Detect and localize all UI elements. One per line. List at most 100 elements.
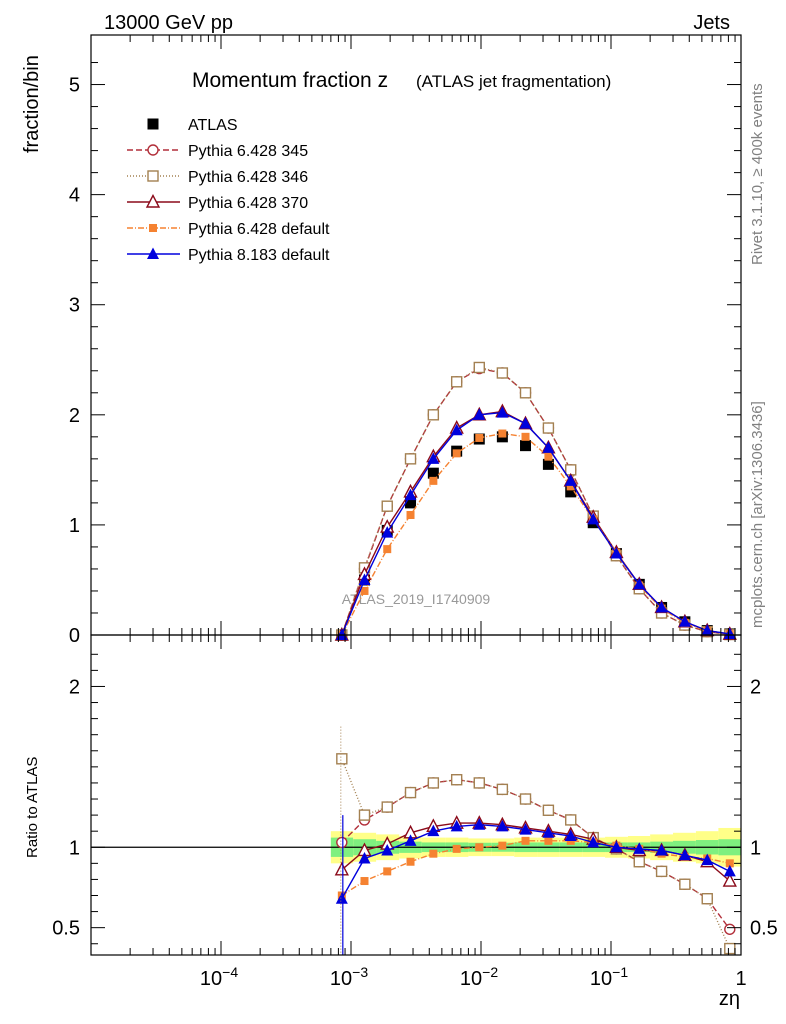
x-tick-label: 10−3 [330, 964, 368, 990]
data-point-py8 [519, 417, 532, 429]
analysis-watermark: ATLAS_2019_I1740909 [342, 591, 491, 607]
ratio-point-py8 [678, 848, 691, 861]
ratio-point-py8 [542, 826, 555, 838]
ratio-point-py8 [587, 835, 600, 848]
legend-label: Pythia 6.428 345 [188, 143, 308, 160]
ratio-point-py346 [381, 801, 393, 813]
legend-marker [147, 170, 159, 182]
legend-marker [147, 247, 159, 259]
ratio-point-py8 [473, 818, 486, 830]
ratio-point-py8 [723, 864, 736, 877]
legend-label: Pythia 6.428 370 [188, 195, 308, 212]
ratio-point-pydef [544, 836, 553, 845]
data-point-py346 [381, 500, 393, 512]
ratio-point-py8 [564, 829, 577, 842]
data-point-pydef [452, 449, 461, 458]
data-point-pydef [544, 452, 553, 461]
x-tick-label: 10−1 [590, 964, 628, 990]
ratio-point-py346 [404, 786, 417, 799]
ratio-point-py370 [334, 861, 349, 876]
data-point-py8 [404, 488, 417, 501]
source-label: mcplots.cern.ch [arXiv:1306.3436] [749, 401, 766, 628]
ratio-point-py8 [358, 852, 371, 864]
legend-marker [149, 224, 157, 232]
legend-marker [147, 144, 159, 156]
data-point-py8 [701, 624, 714, 636]
data-point-py8 [427, 452, 440, 464]
ratio-point-py346 [336, 753, 348, 765]
ratio-point-pydef [452, 844, 461, 853]
ratio-point-py8 [427, 824, 440, 837]
data-point-atlas [542, 458, 554, 470]
data-point-atlas [405, 497, 417, 509]
data-point-py8 [542, 441, 555, 453]
ratio-point-py370 [722, 873, 737, 887]
ratio-point-py8 [655, 843, 668, 856]
ratio-point-py345 [336, 836, 348, 849]
ratio-point-py346 [633, 856, 645, 868]
ratio-y-tick-label: 1 [69, 837, 80, 859]
x-axis-label: zη [719, 988, 740, 1010]
data-point-py346 [519, 387, 532, 399]
x-tick-label: 10−4 [200, 964, 238, 990]
y-tick-label: 0 [69, 625, 80, 647]
chart-subtitle: (ATLAS jet fragmentation) [416, 72, 611, 91]
ratio-point-pydef [406, 857, 415, 866]
ratio-y-tick-label: 0.5 [52, 918, 80, 940]
ratio-point-py8 [610, 840, 623, 853]
data-point-py8 [723, 627, 736, 640]
data-point-pydef [498, 429, 507, 438]
y-tick-label: 2 [69, 405, 80, 427]
y-tick-label: 5 [69, 75, 80, 97]
ratio-point-py346 [427, 777, 440, 789]
data-point-pydef [360, 586, 369, 595]
series-pydef [337, 429, 734, 639]
rivet-label: Rivet 3.1.10, ≥ 400k events [749, 83, 766, 265]
data-point-pydef [475, 433, 484, 442]
main-ylabel: fraction/bin [21, 55, 43, 153]
data-point-pydef [566, 482, 575, 491]
legend-label: Pythia 6.428 default [188, 221, 330, 238]
chart-title: Momentum fraction z [192, 69, 388, 92]
ratio-point-py346 [496, 783, 509, 796]
legend-marker [147, 118, 159, 130]
ratio-point-py346 [679, 878, 691, 890]
series-py8 [335, 406, 736, 640]
legend-item-pydef: Pythia 6.428 default [127, 221, 330, 238]
ratio-point-py8 [450, 819, 463, 832]
legend-item-py345: Pythia 6.428 345 [127, 143, 308, 160]
x-tick-label: 10−2 [460, 964, 498, 990]
ratio-point-py346 [655, 865, 668, 878]
ratio-point-pydef [360, 877, 369, 886]
data-point-pydef [406, 511, 415, 519]
ratio-point-pydef [498, 841, 507, 850]
ratio-point-py345 [724, 923, 736, 935]
ratio-point-py8 [381, 843, 394, 856]
ratio-point-pydef [429, 849, 438, 858]
data-point-py8 [633, 577, 646, 590]
data-point-py8 [587, 512, 600, 525]
ratio-y-tick-label-right: 1 [750, 837, 761, 859]
data-point-py8 [358, 573, 371, 585]
ratio-point-py8 [496, 819, 509, 832]
data-point-py346 [473, 361, 485, 374]
legend-label: Pythia 6.428 346 [188, 169, 308, 186]
ratio-point-py8 [701, 853, 714, 866]
data-point-pydef [383, 545, 392, 554]
data-point-py8 [473, 408, 486, 420]
ratio-point-py8 [404, 834, 417, 846]
data-point-py8 [655, 600, 668, 613]
data-point-atlas [520, 440, 532, 452]
ratio-point-py346 [724, 942, 736, 955]
ratio-point-py346 [450, 774, 463, 786]
ratio-plot-frame [90, 634, 742, 956]
legend-marker [145, 193, 161, 208]
ratio-point-py346 [565, 814, 577, 826]
data-point-py346 [450, 376, 463, 388]
data-point-py346 [542, 422, 555, 434]
ratio-point-py346 [358, 809, 371, 821]
data-point-py8 [678, 615, 691, 627]
ratio-point-py346 [542, 804, 555, 816]
legend-item-py8: Pythia 8.183 default [127, 247, 330, 264]
ratio-point-py8 [335, 892, 348, 904]
